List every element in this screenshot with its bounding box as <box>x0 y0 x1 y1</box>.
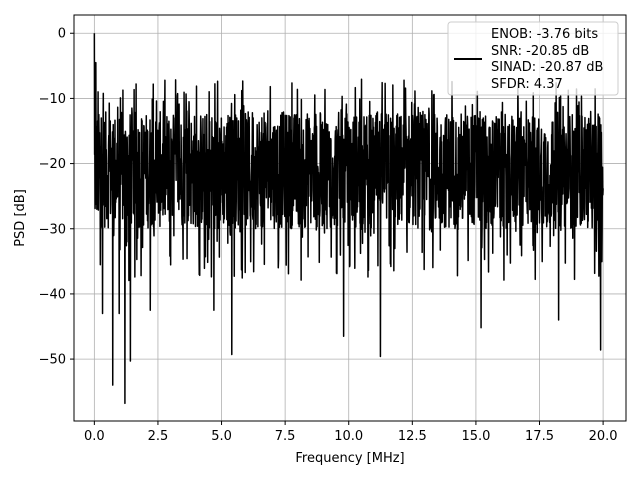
legend-sinad: SINAD: -20.87 dB <box>491 60 603 75</box>
x-axis-label: Frequency [MHz] <box>295 451 404 466</box>
y-tick-label: 0 <box>58 27 66 42</box>
legend-sfdr: SFDR: 4.37 <box>491 77 563 92</box>
y-tick-label: −20 <box>39 157 66 172</box>
legend-enob: ENOB: -3.76 bits <box>491 27 598 42</box>
x-tick-label: 10.0 <box>334 429 363 444</box>
x-tick-label: 5.0 <box>211 429 232 444</box>
legend-snr: SNR: -20.85 dB <box>491 44 589 59</box>
x-tick-label: 17.5 <box>525 429 554 444</box>
x-tick-label: 2.5 <box>148 429 169 444</box>
y-axis-label: PSD [dB] <box>13 189 28 247</box>
x-tick-label: 15.0 <box>461 429 490 444</box>
axes-frame <box>73 14 627 422</box>
x-tick-label: 20.0 <box>589 429 618 444</box>
y-tick-label: −30 <box>39 222 66 237</box>
x-tick-label: 12.5 <box>398 429 427 444</box>
legend-box <box>447 21 619 96</box>
psd-trace-line <box>93 33 604 405</box>
x-axis: 0.0 2.5 5.0 7.5 10.0 12.5 15.0 17.5 20.0 <box>84 421 618 444</box>
y-axis: 0 −10 −20 −30 −40 −50 <box>39 27 74 368</box>
y-tick-label: −10 <box>39 92 66 107</box>
legend: ENOB: -3.76 bits SNR: -20.85 dB SINAD: -… <box>447 21 619 96</box>
x-tick-label: 0.0 <box>84 429 105 444</box>
x-tick-label: 7.5 <box>275 429 296 444</box>
plot-area <box>93 33 604 405</box>
y-tick-label: −40 <box>39 287 66 302</box>
y-tick-label: −50 <box>39 353 66 368</box>
